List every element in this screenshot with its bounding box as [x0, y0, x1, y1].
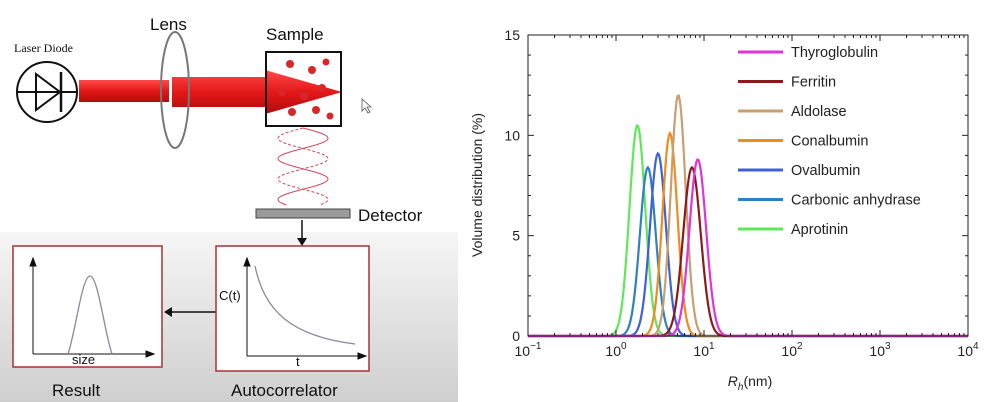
legend-label: Aldolase: [791, 104, 847, 120]
autocorrelator-y-label: C(t): [219, 288, 241, 303]
legend-label: Ovalbumin: [791, 163, 860, 179]
y-tick-label: 10: [504, 127, 520, 143]
detector-plate: [255, 208, 351, 219]
x-tick-label: 101: [693, 341, 715, 359]
x-axis-label-sub: h: [738, 382, 744, 393]
laser-diode-symbol: [16, 61, 78, 123]
lens-shape: [160, 31, 190, 149]
x-axis-ticks: 10−1 100 101 102 103 104: [515, 35, 979, 359]
autocorrelator-label: Autocorrelator: [231, 381, 338, 400]
x-tick-label: 104: [957, 341, 979, 359]
sample-particles: [278, 58, 334, 120]
sample-label: Sample: [266, 25, 324, 44]
x-axis-label-unit: (nm): [743, 373, 772, 389]
dls-schematic: Laser Diode Lens Sample Detector si: [0, 0, 458, 402]
x-tick-label: 100: [605, 341, 627, 359]
y-tick-label: 0: [512, 328, 520, 344]
x-axis-label-main: R: [728, 373, 738, 389]
autocorrelator-plot: [243, 256, 368, 360]
legend-label: Thyroglobulin: [791, 45, 878, 61]
result-box: [12, 245, 163, 368]
y-axis-label: Volume distribution (%): [469, 113, 485, 257]
laser-beam-in: [79, 80, 169, 102]
y-tick-label: 5: [512, 228, 520, 244]
laser-diode-label: Laser Diode: [14, 41, 73, 55]
laser-beam-arrow: [172, 70, 342, 114]
y-axis-ticks: 0 5 10 15: [504, 27, 968, 344]
legend-label: Carbonic anhydrase: [791, 193, 921, 209]
detector-label: Detector: [358, 206, 423, 225]
y-tick-label: 15: [504, 27, 520, 43]
cursor-icon: [361, 98, 373, 114]
autocorrelator-x-label: t: [296, 354, 300, 369]
sample-cuvette: [265, 51, 342, 127]
lens-label: Lens: [150, 15, 187, 34]
legend-label: Conalbumin: [791, 134, 868, 150]
x-tick-label: 103: [869, 341, 891, 359]
legend-label: Ferritin: [791, 75, 836, 91]
result-plot: [29, 256, 156, 358]
result-axis-label: size: [72, 352, 95, 367]
plot-frame: [527, 34, 969, 337]
x-axis-label: Rh(nm): [728, 373, 772, 393]
autocorrelator-box: [215, 245, 370, 372]
legend: Thyroglobulin Ferritin Aldolase Conalbumin O…: [738, 45, 921, 238]
result-label: Result: [52, 381, 100, 400]
x-tick-label: 102: [781, 341, 803, 359]
scattered-wave: [277, 127, 329, 206]
legend-label: Aprotinin: [791, 222, 848, 238]
volume-distribution-chart: 10−1 100 101 102 103 104 0 5 10 15 Thyroglobulin…: [458, 0, 1000, 402]
x-tick-label: 10−1: [515, 341, 542, 359]
